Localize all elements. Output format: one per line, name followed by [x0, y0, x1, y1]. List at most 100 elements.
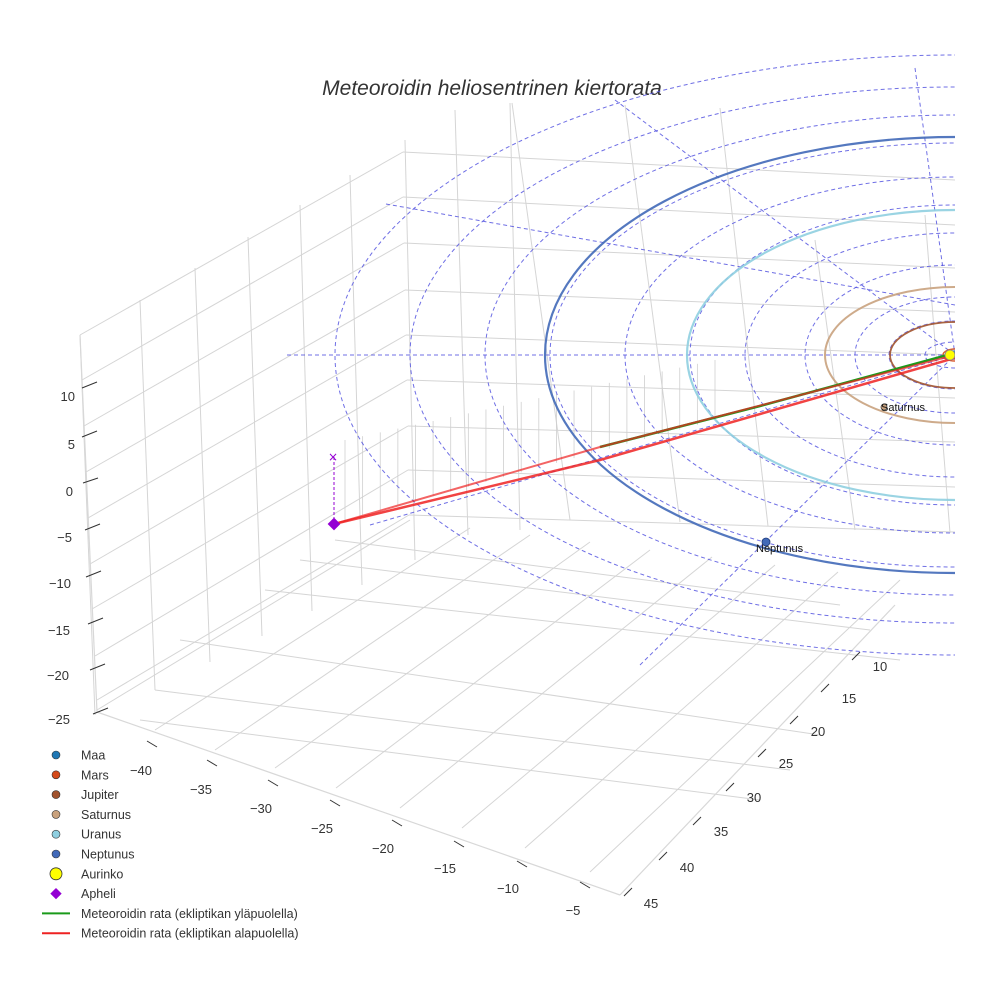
- x-tick-mark: [146, 740, 158, 748]
- legend-marker: [51, 770, 61, 780]
- grid-line: [335, 549, 651, 789]
- grid-line: [194, 267, 211, 663]
- legend-marker: [49, 867, 63, 881]
- y-tick-label: 25: [779, 756, 793, 771]
- tick-labels: 10 5 0 −5 −10 −15 −20 −25 −40 −35 −30 −25 −20 −15 −10 −…: [47, 381, 887, 918]
- neptunus-label: Neptunus: [756, 543, 804, 555]
- legend-label: Mars: [81, 768, 109, 782]
- y-tick-mark: [789, 715, 799, 725]
- y-tick-mark: [820, 683, 830, 693]
- x-tick-mark: [267, 779, 279, 787]
- orbit-saturnus: [824, 286, 955, 424]
- z-tick-mark: [92, 707, 109, 715]
- x-tick-label: −35: [190, 782, 212, 797]
- grid-line: [299, 559, 871, 631]
- grid-line: [349, 174, 363, 586]
- z-tick-label: −20: [47, 668, 69, 683]
- legend-marker: [51, 750, 61, 760]
- axes-grid: [79, 102, 956, 896]
- grid-line: [81, 196, 404, 381]
- x-tick-label: −10: [497, 881, 519, 896]
- grid-line: [511, 102, 571, 521]
- y-tick-mark: [725, 782, 735, 792]
- grid-line: [96, 519, 411, 711]
- y-tick-label: 40: [680, 860, 694, 875]
- orbit-neptunus: [544, 135, 955, 575]
- ecliptic-ring: [624, 176, 955, 534]
- axis-edge: [79, 334, 98, 713]
- x-tick-mark: [329, 799, 341, 807]
- z-tick-mark: [81, 381, 98, 389]
- markers: Neptunus Saturnus ×: [327, 402, 926, 555]
- z-tick-label: −10: [49, 576, 71, 591]
- z-tick-mark: [87, 617, 104, 625]
- legend-label: Maa: [81, 749, 105, 763]
- legend-marker: [50, 887, 62, 900]
- x-tick-label: −30: [250, 801, 272, 816]
- grid-line: [719, 107, 769, 527]
- grid-line: [404, 289, 956, 313]
- grid-line: [139, 299, 156, 691]
- ecliptic-ring: [484, 114, 955, 596]
- grid-line: [399, 556, 713, 809]
- y-tick-mark: [623, 887, 633, 897]
- z-tick-label: 5: [68, 437, 75, 452]
- x-tick-mark: [453, 840, 465, 848]
- grid-line: [96, 514, 410, 701]
- grid-line: [139, 719, 761, 801]
- grid-line: [402, 151, 956, 181]
- sun-marker: [944, 349, 955, 361]
- grid-line: [405, 334, 956, 356]
- reference-line: [914, 67, 955, 356]
- grid-line: [91, 425, 409, 610]
- z-tick-label: 10: [61, 389, 75, 404]
- grid-line: [461, 564, 776, 829]
- x-tick-mark: [206, 759, 218, 767]
- legend-label: Apheli: [81, 887, 116, 901]
- x-tick-label: −25: [311, 821, 333, 836]
- x-tick-mark: [391, 819, 403, 827]
- reference-rings: [287, 54, 955, 666]
- grid-line: [589, 579, 901, 873]
- orbit-uranus: [685, 208, 955, 502]
- x-tick-mark: [579, 881, 591, 889]
- legend-marker: [51, 849, 61, 859]
- aphelion-marker: [327, 517, 341, 531]
- grid-line: [624, 104, 681, 523]
- z-tick-mark: [89, 663, 106, 671]
- orbit-jupiter: [889, 321, 955, 389]
- z-tick-mark: [85, 570, 102, 578]
- legend-label: Meteoroidin rata (ekliptikan yläpuolella…: [81, 907, 298, 921]
- grid-line: [403, 242, 956, 269]
- reference-line: [385, 203, 955, 306]
- grid-line: [85, 289, 406, 473]
- y-tick-label: 20: [811, 724, 825, 739]
- legend-marker: [51, 829, 61, 839]
- y-tick-label: 35: [714, 824, 728, 839]
- legend-label: Uranus: [81, 828, 121, 842]
- neptunus-marker: [761, 537, 771, 547]
- grid-line: [214, 534, 531, 751]
- y-tick-mark: [692, 816, 702, 826]
- aphelion-projection-x: ×: [328, 450, 338, 464]
- y-tick-label: 45: [644, 896, 658, 911]
- reference-line: [614, 99, 955, 356]
- grid-line: [264, 589, 901, 661]
- x-tick-label: −5: [566, 903, 581, 918]
- ecliptic-ring: [804, 264, 955, 446]
- grid-line: [524, 571, 839, 849]
- legend: Maa Mars Jupiter Saturnus Uranus Neptunus Auri…: [42, 749, 298, 941]
- grid-line: [87, 334, 407, 519]
- z-tick-mark: [84, 523, 101, 531]
- grid-line: [408, 514, 956, 533]
- legend-label: Aurinko: [81, 867, 123, 881]
- grid-line: [79, 151, 404, 336]
- trajectory-below-front: [333, 356, 955, 526]
- y-tick-mark: [757, 748, 767, 758]
- grid-line: [406, 379, 956, 399]
- chart-title: Meteoroidin heliosentrinen kiertorata: [322, 77, 662, 100]
- y-tick-label: 30: [747, 790, 761, 805]
- reference-line: [369, 354, 955, 526]
- grid-line: [179, 639, 821, 736]
